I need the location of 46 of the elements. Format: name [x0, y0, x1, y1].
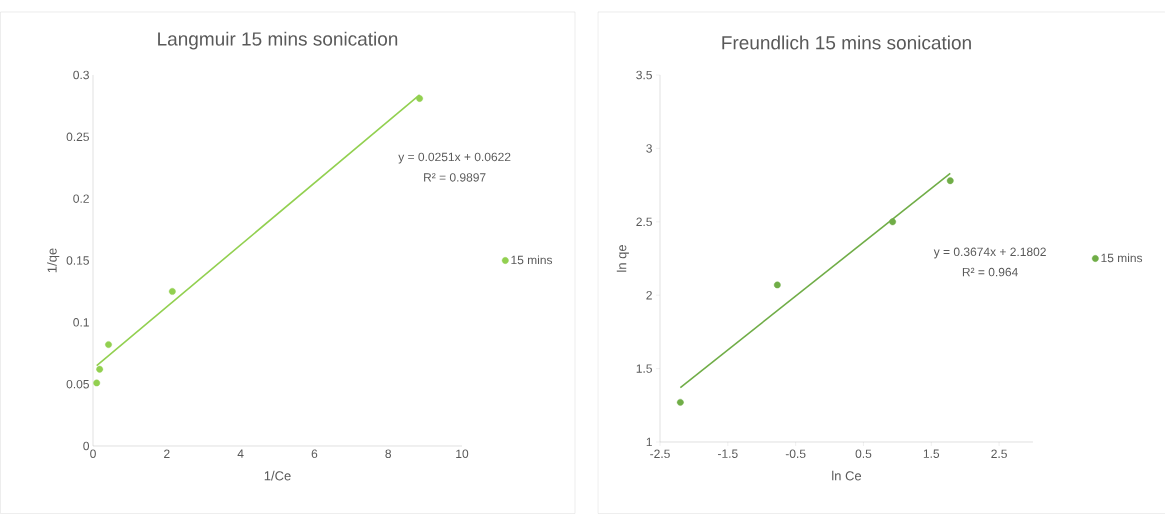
y-tick-label: 3.5 — [636, 70, 652, 80]
x-tick-label: 0 — [90, 449, 96, 459]
point — [168, 288, 176, 295]
y-tick-label: 0.3 — [73, 70, 89, 80]
chart-title: Freundlich 15 mins sonication — [722, 35, 971, 50]
x-axis-title: 1/Ce — [264, 470, 291, 481]
annotation: y = 0.0251x + 0.0622 — [398, 152, 511, 164]
y-axis-title: ln qe — [616, 244, 629, 272]
y-tick-label: 1 — [646, 437, 652, 447]
point — [773, 281, 781, 289]
point — [889, 218, 897, 226]
point — [416, 95, 423, 102]
legend-label: 15 mins — [1101, 253, 1143, 263]
x-tick-label: 4 — [237, 449, 244, 458]
y-tick-label: 2 — [646, 291, 652, 300]
x-tick-label: 10 — [456, 449, 469, 459]
y-tick-label: 0 — [83, 441, 90, 451]
y-tick-label: 0.05 — [66, 379, 89, 389]
y-tick-label: 0.2 — [73, 194, 89, 203]
y-axis-title: 1/qe — [47, 248, 60, 273]
point — [946, 177, 954, 185]
y-tick-label: 0.1 — [73, 318, 89, 327]
annotation: y = 0.3674x + 2.1802 — [933, 247, 1046, 259]
legend-label: 15 mins — [511, 255, 553, 265]
point — [96, 365, 104, 373]
point — [93, 379, 101, 387]
x-tick-label: -0.5 — [785, 449, 806, 459]
y-tick-label: 0.25 — [66, 132, 89, 142]
y-tick-label: 2.5 — [636, 217, 652, 227]
x-tick-label: 0.5 — [855, 449, 872, 459]
x-tick-label: 1.5 — [923, 449, 940, 458]
x-tick-label: -2.5 — [650, 449, 670, 459]
x-tick-label: 8 — [385, 449, 392, 459]
annotation: R² = 0.9897 — [424, 173, 486, 182]
point — [105, 341, 112, 348]
point — [676, 398, 684, 406]
chart-title: Langmuir 15 mins sonication — [158, 31, 398, 50]
x-tick-label: -1.5 — [718, 449, 738, 458]
x-axis-title: ln Ce — [832, 470, 862, 481]
y-tick-label: 1.5 — [636, 364, 652, 373]
annotation: R² = 0.964 — [962, 267, 1018, 277]
x-tick-label: 2 — [164, 449, 170, 458]
y-tick-label: 0.15 — [66, 256, 89, 265]
x-tick-label: 2.5 — [991, 449, 1007, 459]
x-tick-label: 6 — [311, 449, 318, 459]
y-tick-label: 3 — [646, 144, 652, 153]
